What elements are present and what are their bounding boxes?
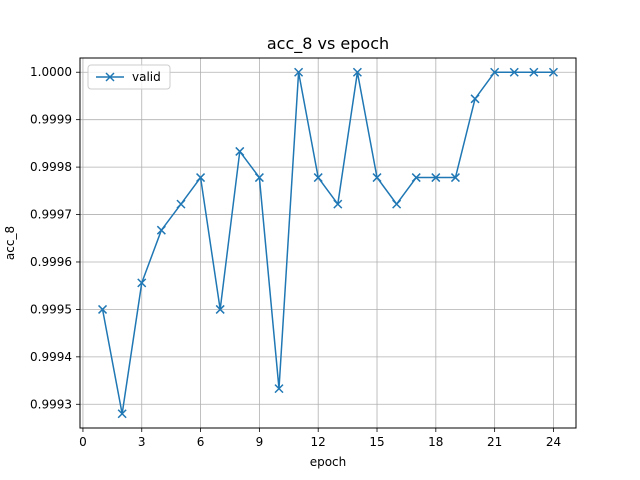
y-axis-label: acc_8 — [3, 226, 17, 260]
data-point-0-0 — [98, 304, 108, 314]
data-point-0-13 — [352, 67, 362, 77]
data-point-0-6 — [215, 304, 225, 314]
x-tick-label-6: 18 — [428, 435, 443, 449]
series-line-0 — [101, 71, 555, 415]
y-tick-label-1: 0.9994 — [30, 350, 72, 364]
data-point-0-10 — [294, 67, 304, 77]
x-axis-label: epoch — [310, 455, 347, 469]
y-tick-label-0: 0.9993 — [30, 397, 72, 411]
data-point-0-16 — [411, 173, 421, 183]
x-tick-label-8: 24 — [546, 435, 561, 449]
data-point-0-2 — [137, 278, 147, 288]
data-point-0-4 — [176, 199, 186, 209]
ticks: 0 3 6 9 12 15 18 21 24 0.9993 0.9994 0.9995 0.9996 0.… — [30, 65, 561, 449]
data-point-0-1 — [117, 409, 127, 419]
grid — [80, 58, 576, 428]
x-tick-label-1: 3 — [138, 435, 146, 449]
data-point-0-19 — [470, 94, 480, 104]
data-point-0-18 — [450, 173, 460, 183]
y-tick-label-4: 0.9997 — [30, 208, 72, 222]
legend-box — [87, 64, 171, 90]
series-valid — [98, 67, 558, 419]
data-point-0-11 — [313, 173, 323, 183]
legend-marker — [105, 72, 115, 82]
data-point-0-21 — [509, 67, 519, 77]
x-tick-label-2: 6 — [197, 435, 205, 449]
y-tick-label-3: 0.9996 — [30, 255, 72, 269]
data-point-0-23 — [548, 67, 558, 77]
data-point-0-12 — [333, 199, 343, 209]
y-tick-label-5: 0.9998 — [30, 160, 72, 174]
data-point-0-20 — [490, 67, 500, 77]
data-point-0-9 — [274, 384, 284, 394]
data-point-0-17 — [431, 173, 441, 183]
legend: valid — [87, 64, 171, 90]
x-tick-label-7: 21 — [487, 435, 502, 449]
data-point-0-22 — [529, 67, 539, 77]
x-tick-label-4: 12 — [311, 435, 326, 449]
y-tick-label-2: 0.9995 — [30, 302, 72, 316]
chart-title: acc_8 vs epoch — [267, 34, 389, 54]
plot-area-frame — [79, 57, 577, 429]
data-point-0-14 — [372, 173, 382, 183]
data-point-0-3 — [156, 225, 166, 235]
data-point-0-8 — [254, 173, 264, 183]
x-tick-label-5: 15 — [369, 435, 384, 449]
data-point-0-5 — [196, 173, 206, 183]
x-tick-label-3: 9 — [256, 435, 264, 449]
x-tick-label-0: 0 — [79, 435, 87, 449]
legend-label-valid: valid — [132, 70, 161, 84]
y-tick-label-7: 1.0000 — [30, 65, 72, 79]
data-point-0-15 — [392, 199, 402, 209]
data-point-0-7 — [235, 146, 245, 156]
y-tick-label-6: 0.9999 — [30, 113, 72, 127]
